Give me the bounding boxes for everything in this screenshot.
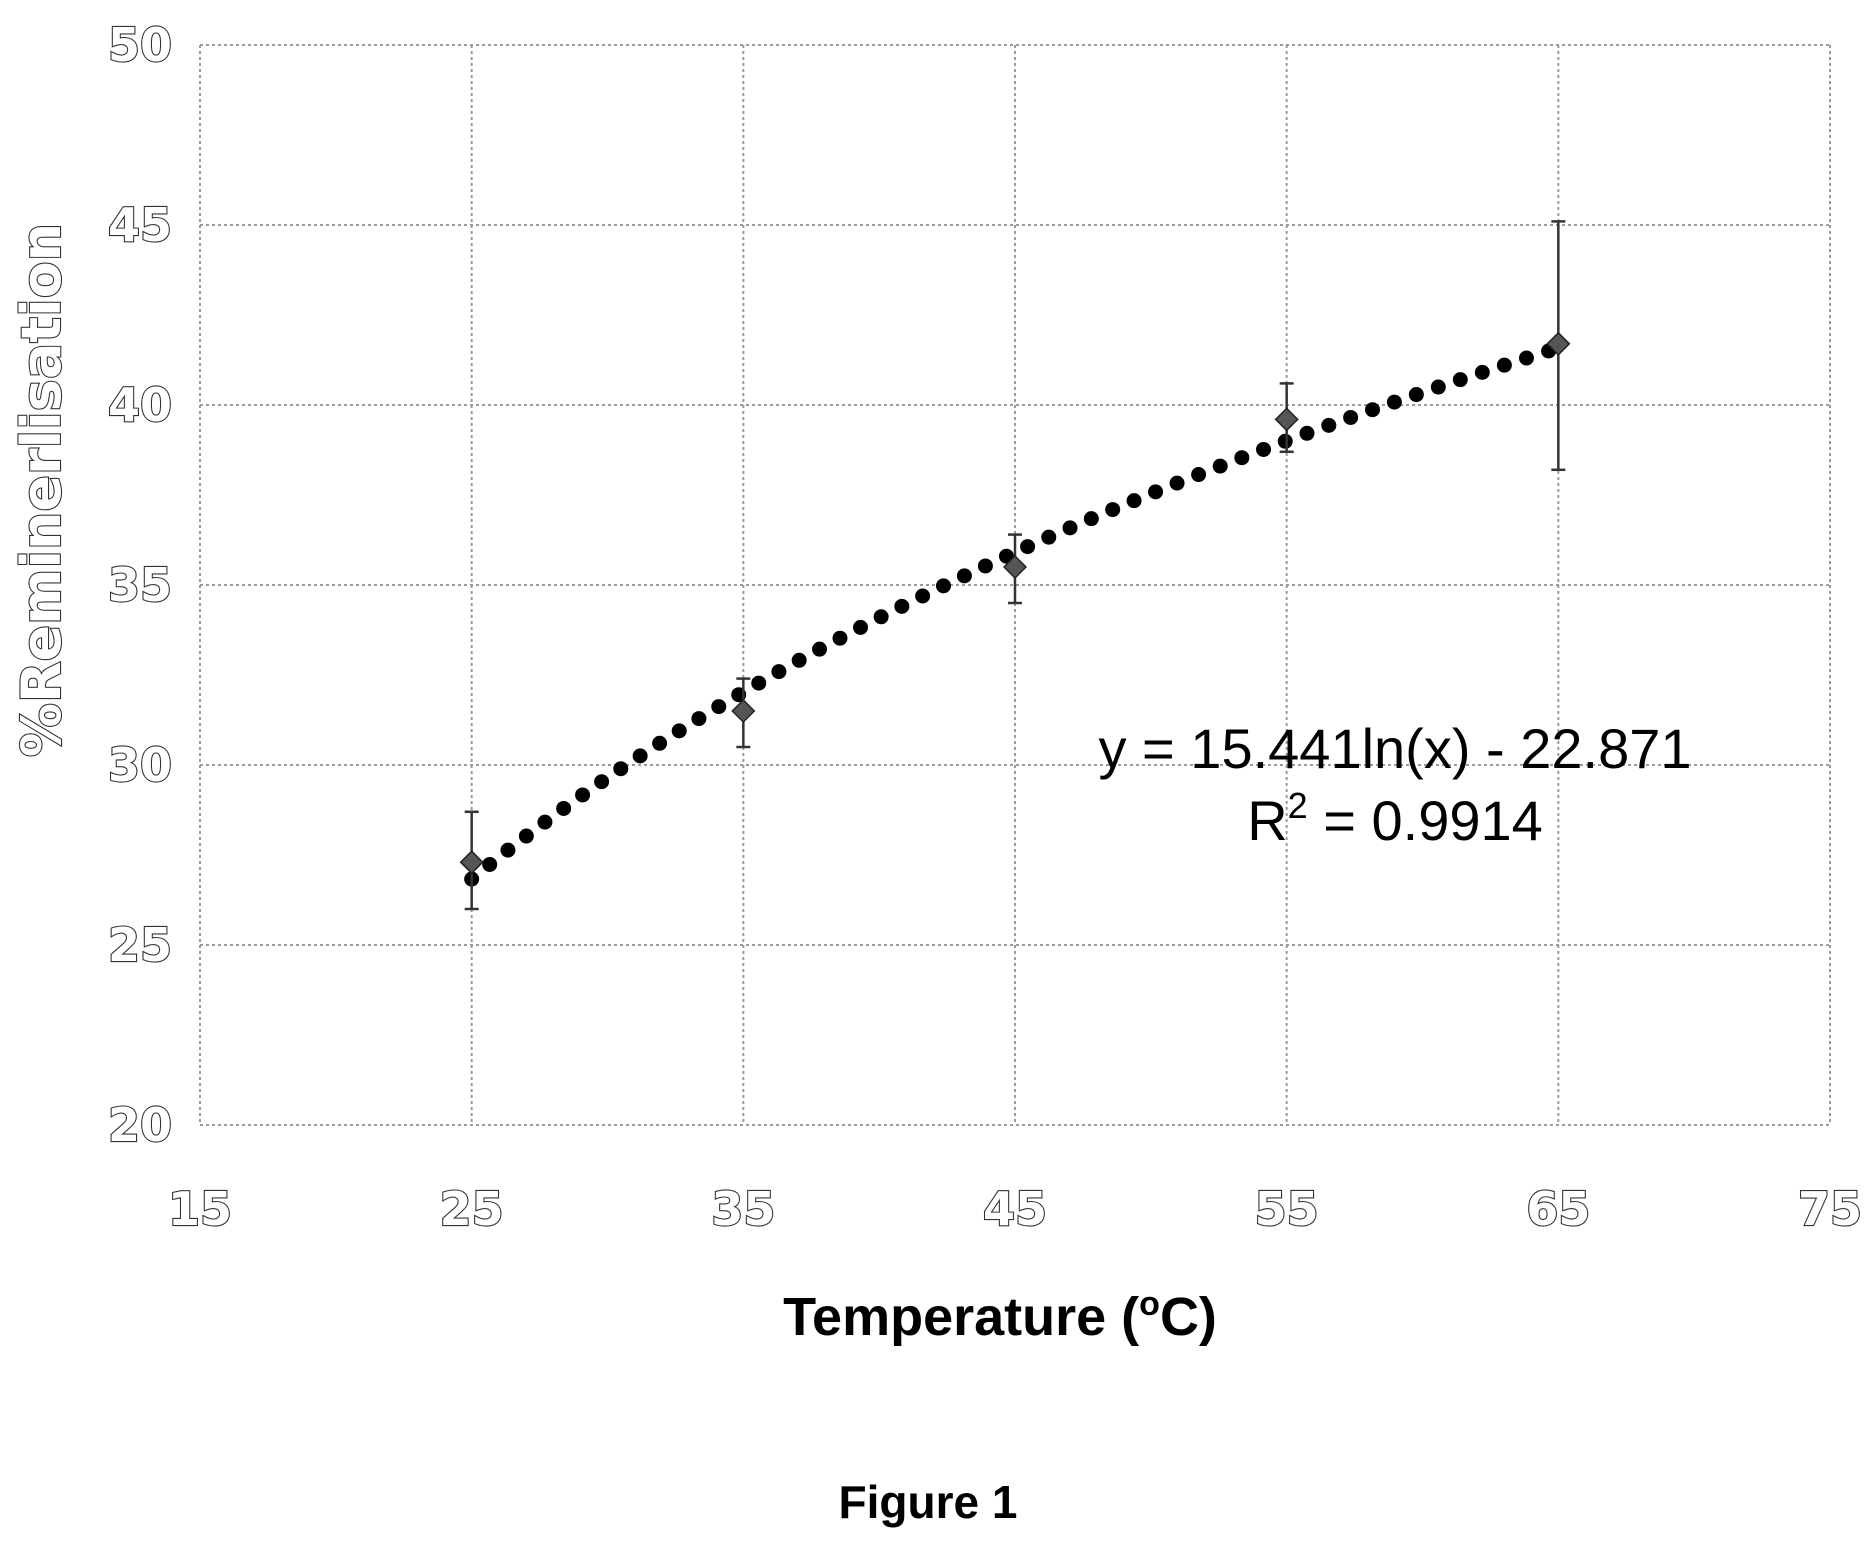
trendline-dot (1105, 502, 1121, 518)
trendline-dot (556, 800, 572, 816)
trendline-dot (1496, 357, 1512, 373)
x-tick-label: 35 (711, 1182, 775, 1236)
trendline-dot (1518, 350, 1534, 366)
trendline-dot (1408, 387, 1424, 403)
data-point (1274, 407, 1299, 432)
trendline-dot (594, 774, 610, 790)
x-tick-label: 25 (440, 1182, 504, 1236)
x-axis-title-suffix: C) (1160, 1287, 1217, 1347)
figure-caption: Figure 1 (839, 1476, 1018, 1528)
x-tick-label: 15 (168, 1182, 232, 1236)
trendline-dot (1321, 417, 1337, 433)
y-tick-label: 20 (108, 1098, 172, 1152)
trendline-dot (575, 787, 591, 803)
trendline-dot (1083, 511, 1099, 527)
trendline-dot (915, 588, 931, 604)
trendline-dot (711, 699, 727, 715)
trendline-dot (853, 619, 869, 635)
r-squared-superscript: 2 (1288, 785, 1308, 826)
y-tick-label: 30 (108, 738, 172, 792)
trendline-dot (894, 598, 910, 614)
trendline-dot (873, 609, 889, 625)
x-tick-label: 65 (1526, 1182, 1590, 1236)
trendline-dot (1212, 458, 1228, 474)
y-tick-label: 35 (108, 558, 172, 612)
trendline-dot (1277, 433, 1293, 449)
trendline-dot (1062, 520, 1078, 536)
trendline-dot (1126, 493, 1142, 509)
trendline-dot (1256, 441, 1272, 457)
trendline-dot (956, 568, 972, 584)
trendline-dot (1020, 539, 1036, 555)
r-squared-value: = 0.9914 (1308, 789, 1543, 852)
data-point (459, 850, 484, 875)
trendline-dot (1299, 425, 1315, 441)
trendline-dot (1343, 409, 1359, 425)
trendline-dot (1365, 402, 1381, 418)
x-axis-title: Temperature (oC) (783, 1285, 1217, 1347)
trendline-dot (1452, 372, 1468, 388)
r-squared-label: R2 = 0.9914 (1247, 785, 1543, 852)
trendline-dot (1474, 364, 1490, 380)
trendline-dot (832, 630, 848, 646)
trendline-dot (482, 856, 498, 872)
x-tick-label: 45 (983, 1182, 1047, 1236)
trendline-dot (691, 711, 707, 727)
trendline (464, 343, 1557, 887)
trendline-dot (771, 664, 787, 680)
x-axis-title-superscript: o (1139, 1285, 1160, 1323)
trendline-dot (812, 641, 828, 657)
r-squared-prefix: R (1247, 789, 1287, 852)
data-point (1002, 554, 1028, 580)
trendline-dot (751, 675, 767, 691)
x-tick-label: 75 (1798, 1182, 1862, 1236)
trendline-dot (613, 761, 629, 777)
x-axis-ticks: 15 25 35 45 55 65 75 (167, 1181, 1863, 1237)
trendline-dot (1041, 529, 1057, 545)
trendline-dot (537, 814, 553, 830)
trendline-dot (632, 748, 648, 764)
trendline-dot (791, 652, 807, 668)
trendline-dot (1169, 475, 1185, 491)
x-tick-label: 55 (1255, 1182, 1319, 1236)
trendline-dot (1191, 467, 1207, 483)
trendline-dot (1234, 450, 1250, 466)
trendline-equation: y = 15.441ln(x) - 22.871 (1098, 717, 1691, 780)
y-tick-label: 50 (108, 18, 172, 72)
x-axis-title-main: Temperature ( (783, 1287, 1139, 1347)
trendline-dot (652, 735, 668, 751)
data-points (459, 331, 1571, 875)
data-point (731, 698, 756, 724)
trendline-dot (500, 842, 516, 858)
trendline-dot (977, 558, 993, 574)
trendline-dot (518, 828, 534, 844)
data-point (1546, 331, 1571, 356)
trendline-dot (1430, 379, 1446, 395)
y-tick-label: 25 (108, 918, 172, 972)
trendline-dot (1148, 484, 1164, 500)
trendline-dot (671, 723, 687, 739)
y-tick-label: 40 (108, 378, 172, 432)
trendline-dot (935, 578, 951, 594)
y-axis-title: %Reminerlisation (10, 223, 73, 757)
trendline-dot (1386, 394, 1402, 410)
y-tick-label: 45 (108, 198, 172, 252)
y-axis-ticks: 20 25 30 35 40 45 50 (107, 17, 173, 1153)
